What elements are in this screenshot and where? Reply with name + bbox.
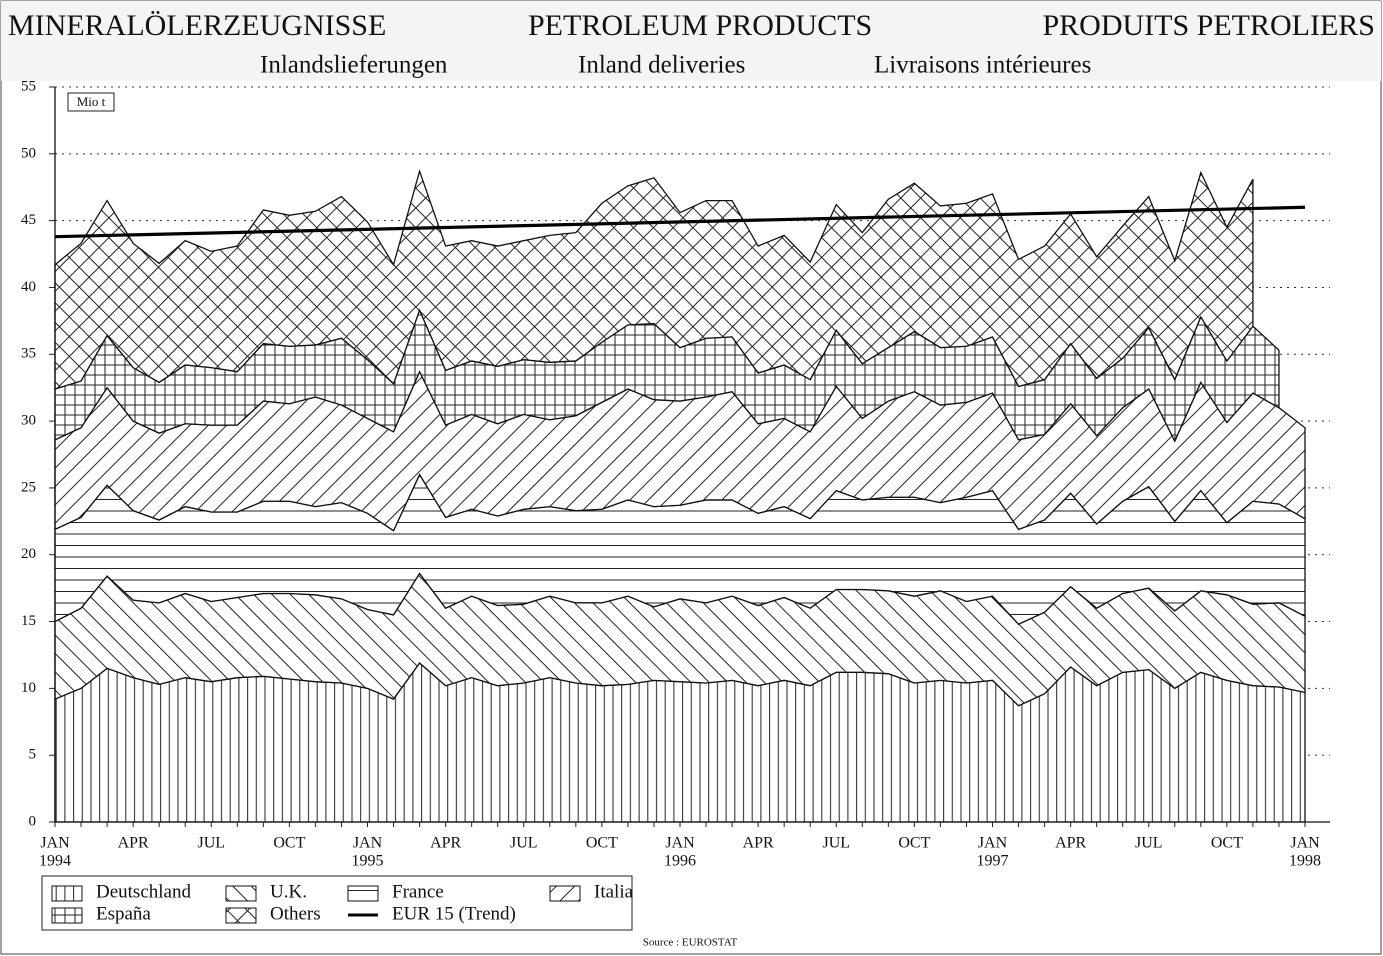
y-tick-label: 35 bbox=[21, 346, 36, 362]
legend-swatch bbox=[347, 885, 379, 902]
legend-label: España bbox=[96, 903, 151, 924]
y-tick-label: 0 bbox=[29, 813, 37, 829]
x-tick-label: JAN bbox=[665, 835, 695, 852]
x-tick-label: OCT bbox=[1211, 835, 1243, 852]
y-tick-label: 50 bbox=[21, 145, 36, 161]
x-tick-label: JUL bbox=[197, 835, 225, 852]
subtitle-en: Inland deliveries bbox=[578, 52, 745, 79]
subtitle-fr: Livraisons intérieures bbox=[874, 52, 1091, 79]
legend-swatch bbox=[225, 885, 257, 902]
x-tick-label: JAN bbox=[1290, 835, 1320, 852]
area bbox=[54, 169, 1254, 390]
legend-label: France bbox=[392, 881, 444, 902]
y-tick-label: 5 bbox=[29, 747, 37, 763]
x-year-label: 1994 bbox=[39, 853, 71, 870]
unit-box bbox=[67, 92, 115, 112]
title-de: MINERALÖLERZEUGNISSE bbox=[8, 9, 386, 42]
x-tick-label: JAN bbox=[353, 835, 383, 852]
y-tick-label: 25 bbox=[21, 479, 36, 495]
unit: Mio t bbox=[77, 94, 106, 109]
y-tick-label: 45 bbox=[21, 212, 36, 228]
legend-box bbox=[41, 875, 633, 931]
x-tick-label: JUL bbox=[1135, 835, 1163, 852]
x-tick-label: APR bbox=[430, 835, 461, 852]
trend-line bbox=[54, 205, 1306, 239]
x-tick-label: APR bbox=[1055, 835, 1086, 852]
x-tick-label: JUL bbox=[822, 835, 850, 852]
legend-swatch bbox=[549, 885, 581, 902]
x-year-label: 1997 bbox=[977, 853, 1009, 870]
legend-label: Others bbox=[270, 903, 321, 924]
y-tick-label: 10 bbox=[21, 680, 36, 696]
x-year-label: 1998 bbox=[1289, 853, 1321, 870]
x-tick-label: JAN bbox=[40, 835, 70, 852]
x-year-label: 1996 bbox=[664, 853, 696, 870]
title-fr: PRODUITS PETROLIERS bbox=[1042, 9, 1375, 42]
legend-label: EUR 15 (Trend) bbox=[392, 903, 516, 924]
legend-swatch bbox=[225, 907, 257, 924]
x-tick-label: OCT bbox=[273, 835, 305, 852]
y-tick-label: 20 bbox=[21, 546, 36, 562]
legend-label: U.K. bbox=[270, 881, 307, 902]
x-year-label: 1995 bbox=[352, 853, 384, 870]
legend-swatch bbox=[51, 885, 83, 902]
area bbox=[54, 662, 1306, 823]
title-en: PETROLEUM PRODUCTS bbox=[528, 9, 872, 42]
x-tick-label: APR bbox=[743, 835, 774, 852]
header-band bbox=[1, 1, 1381, 81]
x-tick-label: JAN bbox=[978, 835, 1008, 852]
subtitle-de: Inlandslieferungen bbox=[260, 52, 448, 79]
x-tick-label: OCT bbox=[898, 835, 930, 852]
source: Source : EUROSTAT bbox=[643, 937, 738, 949]
y-tick-label: 30 bbox=[21, 413, 36, 429]
y-tick-label: 55 bbox=[21, 78, 36, 94]
y-tick-label: 15 bbox=[21, 613, 36, 629]
x-tick-label: OCT bbox=[586, 835, 618, 852]
x-tick-label: JUL bbox=[510, 835, 538, 852]
x-tick-label: APR bbox=[118, 835, 149, 852]
legend-label: Deutschland bbox=[96, 881, 191, 902]
legend-swatch bbox=[51, 907, 83, 924]
legend-label: Italia bbox=[594, 881, 634, 902]
y-tick-label: 40 bbox=[21, 279, 36, 295]
